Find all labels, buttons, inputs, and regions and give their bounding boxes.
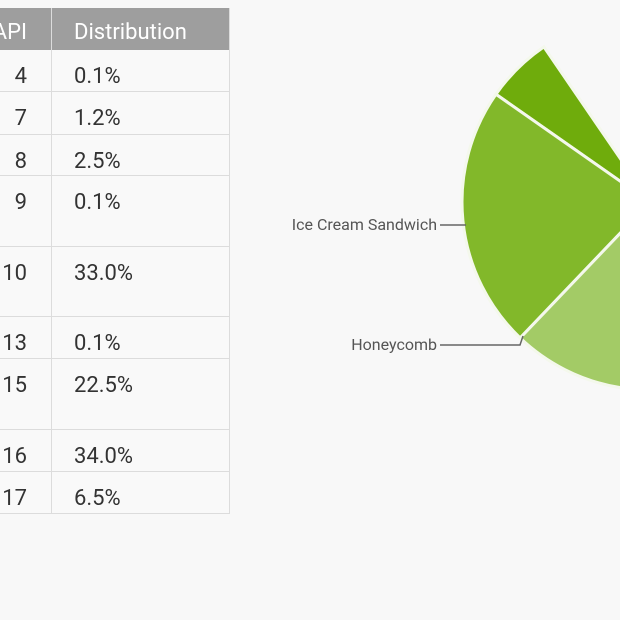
table-row: 10 33.0% — [0, 247, 229, 317]
table-row: 8 2.5% — [0, 135, 229, 176]
table-row: 7 1.2% — [0, 92, 229, 135]
api-cell: 15 — [2, 373, 27, 398]
label-honeycomb: Honeycomb — [351, 335, 437, 354]
api-cell: 8 — [14, 149, 27, 174]
table-row: 17 6.5% — [0, 472, 229, 514]
distribution-cell: 1.2% — [74, 106, 121, 131]
distribution-cell: 34.0% — [74, 444, 134, 469]
api-cell: 4 — [14, 64, 27, 89]
distribution-cell: 6.5% — [74, 486, 121, 511]
api-cell: 9 — [14, 190, 27, 215]
api-cell: 10 — [2, 261, 27, 286]
distribution-cell: 0.1% — [74, 190, 121, 215]
api-cell: 16 — [2, 444, 27, 469]
header-api: API — [0, 20, 27, 45]
distribution-cell: 22.5% — [74, 373, 134, 398]
slice-ice-cream-sandwich — [460, 92, 620, 341]
distribution-cell: 0.1% — [74, 64, 121, 89]
leader-line-honeycomb — [440, 335, 524, 346]
table-header: API Distribution — [0, 8, 229, 50]
label-ice-cream-sandwich: Ice Cream Sandwich — [292, 215, 437, 234]
table-row: 13 0.1% — [0, 317, 229, 359]
table-row: 15 22.5% — [0, 359, 229, 430]
distribution-cell: 2.5% — [74, 149, 121, 174]
distribution-cell: 0.1% — [74, 331, 121, 356]
api-cell: 7 — [14, 106, 27, 131]
distribution-cell: 33.0% — [74, 261, 134, 286]
table-row: 16 34.0% — [0, 430, 229, 472]
table-row: 9 0.1% — [0, 176, 229, 247]
header-distribution: Distribution — [74, 20, 187, 45]
api-cell: 13 — [2, 331, 27, 356]
api-cell: 17 — [2, 486, 27, 511]
table-row: 4 0.1% — [0, 50, 229, 92]
